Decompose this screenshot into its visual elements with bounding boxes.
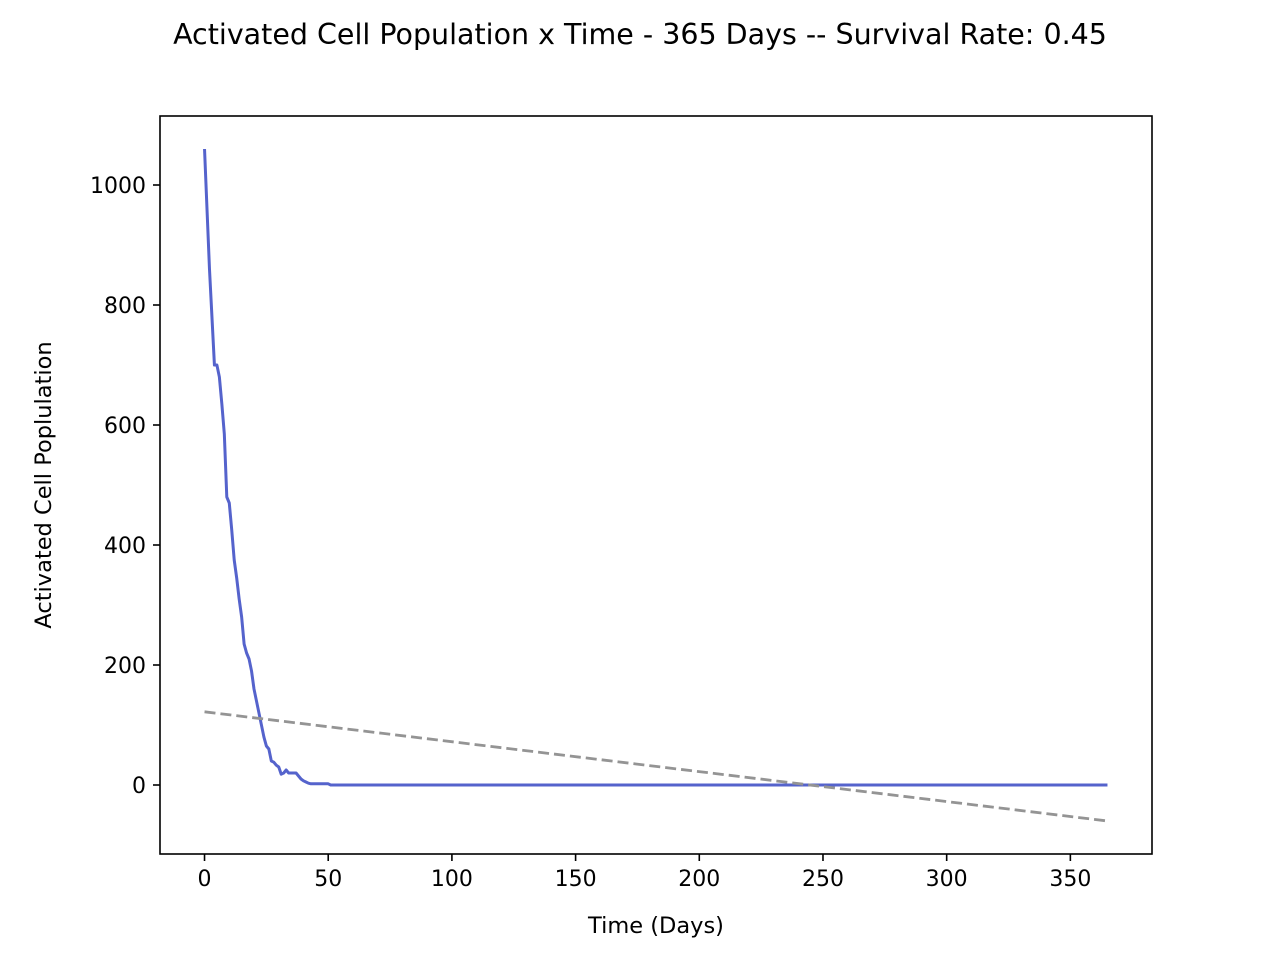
chart-title: Activated Cell Population x Time - 365 D…	[173, 18, 1107, 51]
y-tick-label: 0	[132, 774, 146, 799]
axes: 0 50 100 150 200 250 300 350 0 200 400 600 800 1000	[90, 115, 1153, 892]
x-axis-label: Time (Days)	[587, 913, 724, 939]
x-tick-label: 350	[1049, 867, 1091, 892]
y-tick-label: 400	[104, 534, 146, 559]
y-tick-label: 600	[104, 414, 146, 439]
y-axis-label: Activated Cell Poplulation	[31, 341, 57, 628]
x-tick-label: 50	[314, 867, 342, 892]
x-tick-label: 300	[926, 867, 968, 892]
x-tick-label: 200	[678, 867, 720, 892]
plot-area	[203, 148, 1108, 823]
y-tick-label: 200	[104, 654, 146, 679]
x-tick-label: 100	[431, 867, 473, 892]
y-tick-label: 1000	[90, 174, 146, 199]
axes-frame	[159, 115, 1153, 855]
x-tick-label: 0	[198, 867, 212, 892]
x-tick-label: 250	[802, 867, 844, 892]
x-tick-label: 150	[555, 867, 597, 892]
population-line	[203, 148, 1108, 787]
y-tick-label: 800	[104, 294, 146, 319]
trend-line	[204, 710, 1108, 823]
